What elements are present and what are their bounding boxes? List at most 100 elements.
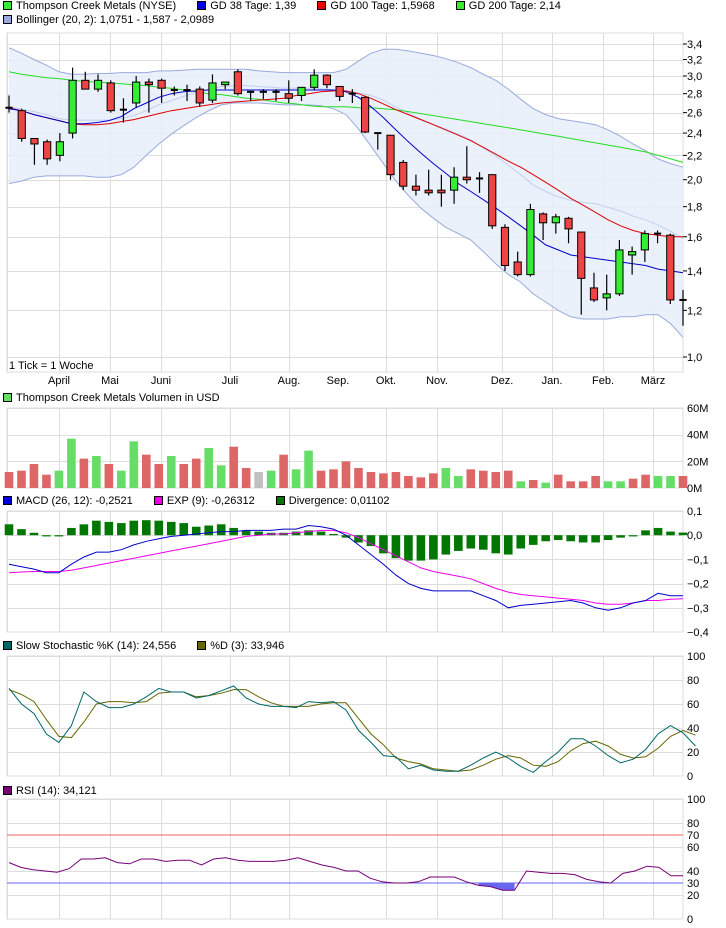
month-label: Sep. bbox=[327, 375, 350, 387]
volume-bar bbox=[578, 481, 588, 488]
rsi-oversold-fill bbox=[478, 883, 515, 891]
volume-bar bbox=[241, 468, 251, 488]
rsi-axis-label: 30 bbox=[687, 878, 699, 890]
price-axis-label: 1,6 bbox=[687, 232, 702, 244]
candle-down bbox=[399, 161, 408, 187]
divergence-bar bbox=[441, 535, 451, 555]
volume-axis-label: 0M bbox=[687, 483, 702, 495]
candle-down bbox=[462, 176, 471, 181]
divergence-bar bbox=[216, 524, 226, 536]
volume-bar bbox=[379, 473, 388, 488]
price-axis-label: 3,0 bbox=[687, 71, 702, 83]
volume-bar bbox=[204, 448, 214, 488]
legend-swatch bbox=[3, 15, 12, 24]
candle-down bbox=[17, 110, 26, 139]
candle-down bbox=[411, 185, 421, 191]
candle-up bbox=[628, 251, 637, 256]
volume-bar bbox=[666, 476, 675, 488]
candle-down bbox=[500, 226, 510, 267]
divergence-bar bbox=[603, 535, 613, 541]
divergence-bar bbox=[29, 532, 39, 536]
price-axis-label: 1,2 bbox=[687, 305, 702, 317]
candle-down bbox=[30, 137, 39, 145]
divergence-bar bbox=[553, 535, 563, 541]
volume-bar bbox=[291, 469, 301, 488]
divergence-bar bbox=[404, 535, 413, 561]
month-label: Okt. bbox=[376, 375, 396, 387]
divergence-bar bbox=[67, 527, 76, 536]
price-axis-label: 1,8 bbox=[687, 202, 702, 214]
volume-bar bbox=[528, 480, 538, 488]
divergence-bar bbox=[304, 530, 313, 536]
volume-bar bbox=[653, 476, 663, 488]
divergence-bar bbox=[354, 535, 363, 543]
rsi-legend: RSI (14): 34,121 bbox=[3, 785, 115, 798]
rsi-axis-label: 0 bbox=[687, 914, 693, 926]
volume-bar bbox=[179, 464, 189, 488]
divergence-bar bbox=[179, 523, 189, 536]
divergence-bar bbox=[528, 535, 538, 545]
divergence-bar bbox=[191, 526, 201, 536]
volume-bar bbox=[466, 469, 476, 488]
candle-down bbox=[386, 134, 395, 176]
divergence-bar bbox=[366, 535, 376, 547]
candle-down bbox=[513, 261, 522, 276]
divergence-bar bbox=[628, 535, 638, 537]
bollinger-lower bbox=[8, 102, 684, 338]
candle-down bbox=[284, 93, 293, 99]
legend-swatch bbox=[197, 1, 207, 10]
divergence-bar bbox=[42, 535, 51, 537]
month-label: Aug. bbox=[278, 375, 301, 387]
bollinger-upper bbox=[8, 47, 684, 168]
candle-down bbox=[564, 217, 573, 230]
volume-axis-label: 20M bbox=[687, 456, 708, 468]
divergence-bar bbox=[254, 531, 263, 536]
legend-swatch bbox=[197, 641, 207, 650]
legend-item-gd38: GD 38 Tage: 1,39 bbox=[197, 0, 296, 13]
volume-bar bbox=[92, 456, 101, 488]
legend-item-divergence: Divergence: 0,01102 bbox=[275, 495, 389, 508]
candle-down bbox=[589, 287, 599, 301]
legend-label: EXP (9): -0,26312 bbox=[166, 495, 255, 507]
price-axis-label: 2,4 bbox=[687, 128, 702, 140]
legend-label: GD 100 Tage: 1,5968 bbox=[330, 0, 435, 12]
rsi-axis-label: 80 bbox=[687, 818, 699, 830]
rsi-axis-label: 70 bbox=[687, 830, 699, 842]
divergence-bar bbox=[678, 532, 688, 536]
divergence-bar bbox=[666, 531, 675, 536]
divergence-bar bbox=[429, 535, 438, 560]
candle-up bbox=[310, 74, 319, 88]
volume-bar bbox=[17, 470, 26, 488]
month-label: März bbox=[641, 375, 665, 387]
stochastic-axis-label: 60 bbox=[687, 699, 699, 711]
candle-down bbox=[539, 213, 548, 224]
volume-legend: Thompson Creek Metals Volumen in USD bbox=[3, 392, 238, 405]
stochastic-d-line bbox=[8, 689, 696, 772]
divergence-bar bbox=[478, 535, 488, 550]
macd-axis-label: −0,2 bbox=[687, 579, 709, 591]
candle-up bbox=[551, 216, 560, 224]
candle-down bbox=[144, 81, 153, 86]
stochastic-axis-label: 80 bbox=[687, 675, 699, 687]
gd38-line bbox=[8, 89, 684, 274]
volume-bar bbox=[628, 478, 638, 488]
volume-bar bbox=[229, 446, 238, 488]
month-label: Jan. bbox=[542, 375, 563, 387]
divergence-bar bbox=[291, 531, 301, 536]
divergence-bar bbox=[79, 524, 89, 536]
volume-bar bbox=[141, 454, 151, 488]
volume-bar bbox=[304, 450, 313, 488]
volume-bar bbox=[129, 441, 139, 488]
stochastic-axis-label: 20 bbox=[687, 747, 699, 759]
divergence-bar bbox=[653, 527, 663, 536]
candle-up bbox=[526, 209, 535, 276]
stochastic-panel-frame bbox=[6, 655, 684, 777]
candle-up bbox=[640, 233, 649, 251]
legend-item-exp: EXP (9): -0,26312 bbox=[153, 495, 255, 508]
legend-swatch bbox=[3, 393, 12, 402]
volume-bar bbox=[154, 464, 164, 488]
candle-up bbox=[221, 81, 230, 86]
volume-bar bbox=[429, 473, 438, 488]
volume-bar bbox=[416, 477, 426, 488]
legend-label: %D (3): 33,946 bbox=[210, 640, 285, 652]
